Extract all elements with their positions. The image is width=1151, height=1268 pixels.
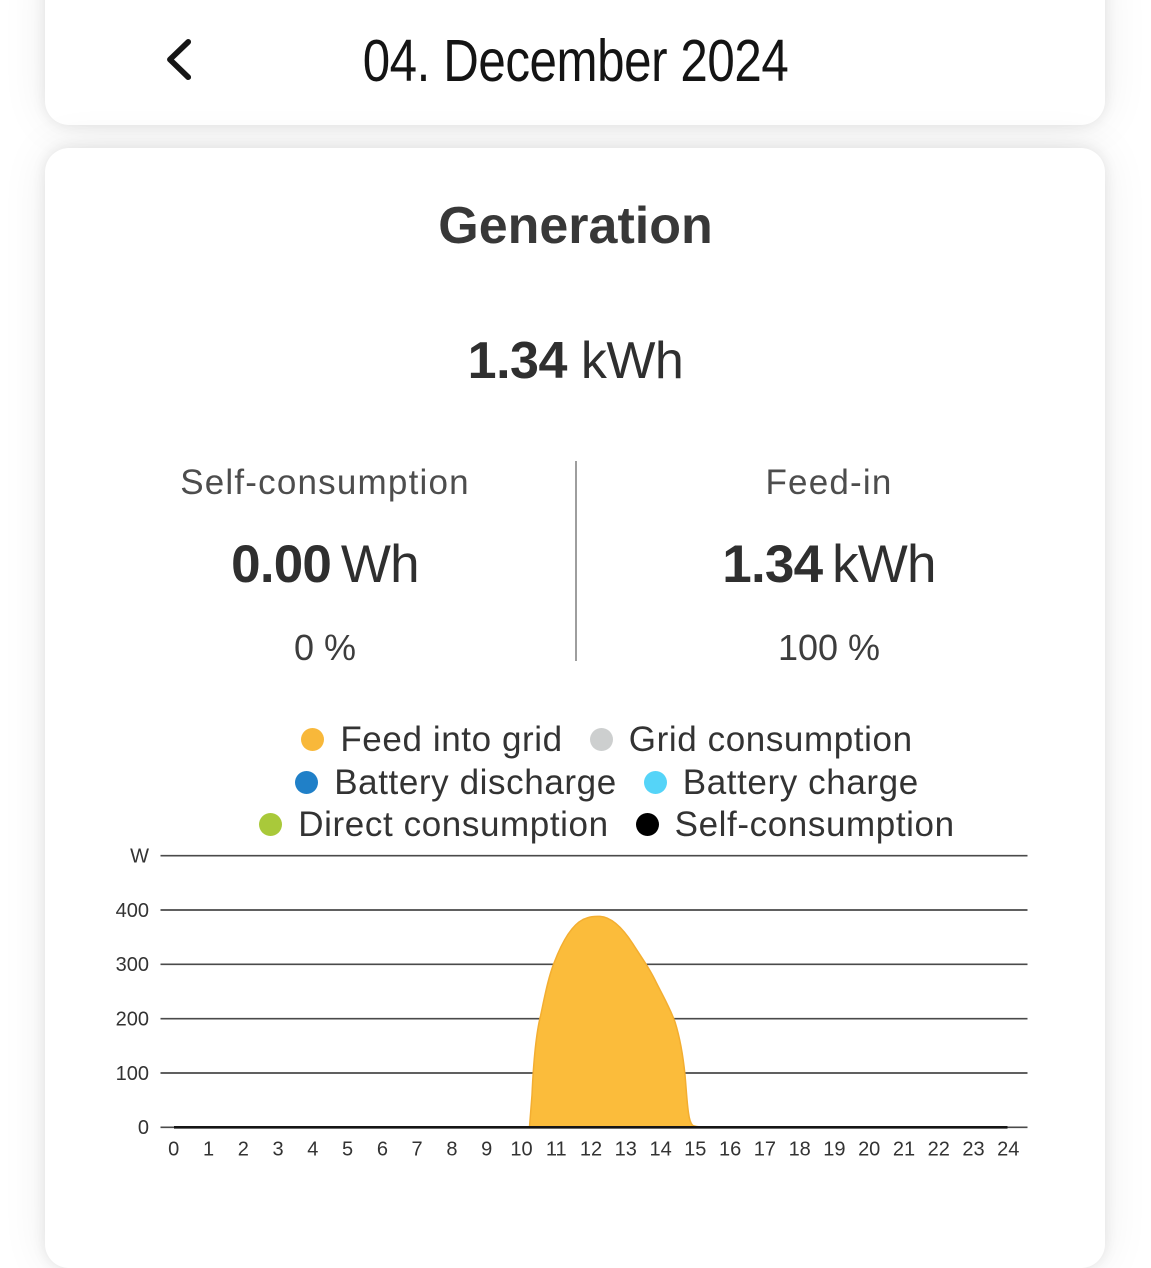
- svg-text:16: 16: [719, 1139, 741, 1161]
- svg-text:8: 8: [446, 1139, 457, 1161]
- svg-text:18: 18: [789, 1139, 811, 1161]
- svg-text:21: 21: [893, 1139, 915, 1161]
- svg-text:22: 22: [928, 1139, 950, 1161]
- svg-text:20: 20: [858, 1139, 880, 1161]
- svg-text:W: W: [130, 846, 149, 868]
- svg-text:2: 2: [238, 1139, 249, 1161]
- svg-text:400: 400: [116, 900, 149, 922]
- svg-text:7: 7: [412, 1139, 423, 1161]
- svg-text:300: 300: [116, 954, 149, 976]
- svg-text:1: 1: [203, 1139, 214, 1161]
- svg-text:12: 12: [580, 1139, 602, 1161]
- svg-text:10: 10: [510, 1139, 532, 1161]
- svg-text:5: 5: [342, 1139, 353, 1161]
- svg-text:24: 24: [997, 1139, 1019, 1161]
- svg-text:9: 9: [481, 1139, 492, 1161]
- svg-text:6: 6: [377, 1139, 388, 1161]
- svg-text:14: 14: [649, 1139, 671, 1161]
- svg-text:3: 3: [272, 1139, 283, 1161]
- svg-text:0: 0: [168, 1139, 179, 1161]
- svg-text:19: 19: [823, 1139, 845, 1161]
- svg-text:4: 4: [307, 1139, 318, 1161]
- svg-text:15: 15: [684, 1139, 706, 1161]
- svg-text:100: 100: [116, 1063, 149, 1085]
- svg-text:11: 11: [546, 1139, 567, 1161]
- svg-text:23: 23: [962, 1139, 984, 1161]
- svg-text:17: 17: [754, 1139, 776, 1161]
- svg-text:200: 200: [116, 1009, 149, 1031]
- svg-text:0: 0: [138, 1117, 149, 1139]
- svg-text:13: 13: [615, 1139, 637, 1161]
